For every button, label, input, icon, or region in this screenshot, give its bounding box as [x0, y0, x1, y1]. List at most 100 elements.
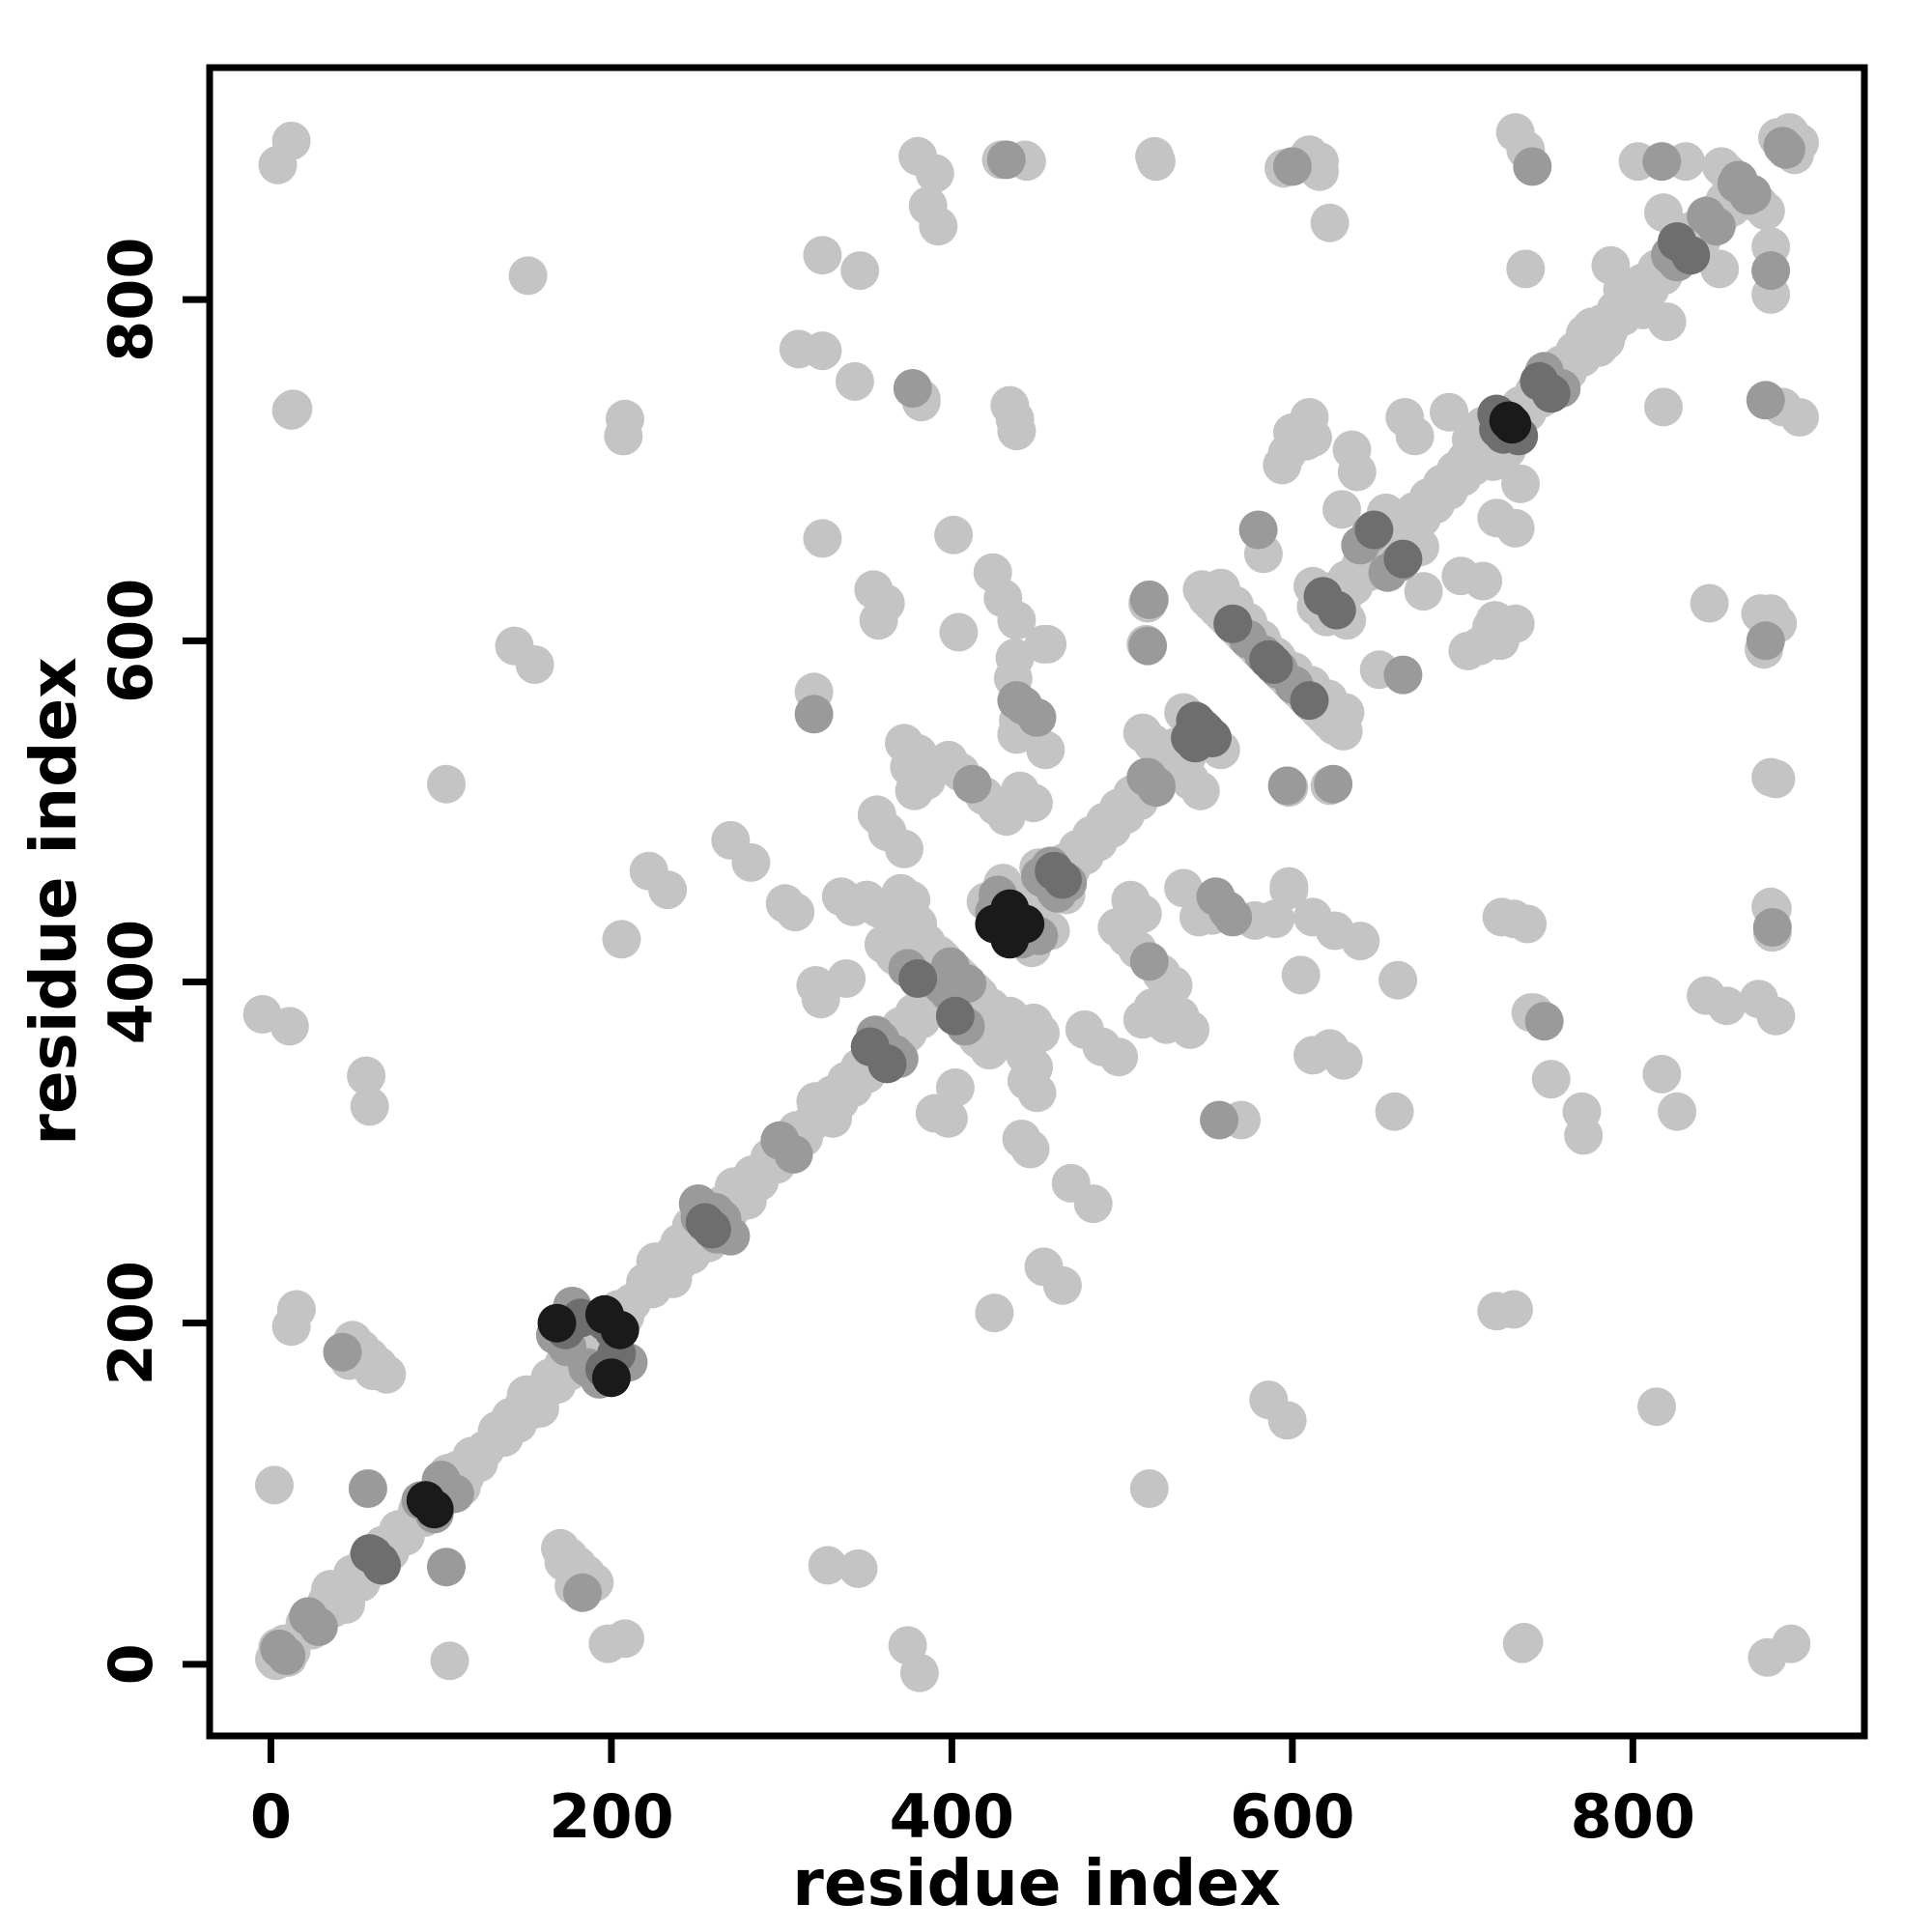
- data-point: [1010, 1129, 1050, 1169]
- data-point: [1430, 392, 1468, 432]
- data-point: [808, 1546, 847, 1585]
- data-point: [934, 515, 974, 554]
- data-point: [1746, 621, 1785, 661]
- data-point: [1303, 577, 1343, 616]
- data-point: [973, 553, 1012, 592]
- data-point: [1752, 908, 1792, 947]
- data-point: [827, 959, 867, 998]
- data-point: [1644, 387, 1683, 427]
- data-point: [1281, 955, 1321, 995]
- data-point: [1495, 113, 1535, 153]
- data-point: [997, 412, 1037, 451]
- data-point: [1482, 897, 1521, 937]
- data-point: [1531, 1060, 1571, 1099]
- data-point: [765, 884, 805, 923]
- data-point: [1097, 908, 1137, 947]
- data-point: [1562, 1092, 1602, 1131]
- y-tick-label: 0: [96, 1643, 166, 1685]
- x-tick-label: 800: [1571, 1781, 1695, 1852]
- data-point: [271, 390, 311, 430]
- data-point: [1772, 1624, 1811, 1663]
- data-point: [859, 601, 898, 640]
- data-point: [1129, 942, 1169, 981]
- data-point: [1746, 381, 1785, 420]
- x-tick-label: 0: [250, 1781, 292, 1852]
- data-point: [1310, 203, 1350, 242]
- data-point: [838, 1548, 878, 1588]
- data-point: [1269, 870, 1309, 910]
- data-point: [1696, 207, 1736, 246]
- data-point: [1623, 290, 1662, 329]
- data-point: [835, 361, 874, 401]
- data-point: [1756, 759, 1796, 799]
- data-point: [1477, 498, 1517, 538]
- data-point: [1135, 136, 1175, 176]
- data-point: [1004, 686, 1043, 725]
- data-point: [857, 795, 896, 835]
- data-point: [427, 764, 466, 804]
- data-point: [1024, 624, 1064, 664]
- data-point: [975, 1293, 1014, 1333]
- data-point: [591, 1358, 631, 1398]
- data-point: [606, 1619, 644, 1659]
- y-tick-label: 800: [96, 237, 166, 361]
- data-point: [1267, 1401, 1307, 1440]
- data-point: [731, 842, 771, 882]
- data-point: [271, 121, 311, 160]
- data-point: [1756, 996, 1796, 1036]
- data-point: [1341, 922, 1380, 961]
- data-point: [1267, 766, 1307, 806]
- scatter-points-layer: [242, 113, 1819, 1692]
- data-point: [1293, 1036, 1332, 1075]
- data-point: [952, 764, 992, 804]
- data-point: [893, 369, 932, 408]
- data-point: [948, 964, 987, 1004]
- data-point: [267, 1636, 306, 1675]
- data-point: [803, 331, 842, 371]
- data-point: [986, 140, 1026, 180]
- data-point: [1700, 249, 1740, 289]
- data-point: [602, 920, 641, 959]
- data-point: [1404, 572, 1443, 611]
- data-point: [898, 959, 938, 998]
- data-point: [1658, 1092, 1697, 1131]
- data-point: [1637, 1387, 1676, 1427]
- data-point: [298, 1607, 338, 1646]
- data-point: [430, 1641, 469, 1681]
- data-point: [350, 1534, 389, 1574]
- data-point: [1014, 1047, 1053, 1087]
- data-point: [935, 1068, 975, 1107]
- data-point: [1126, 757, 1166, 797]
- data-point: [1238, 510, 1278, 550]
- data-point: [1658, 222, 1697, 262]
- data-point: [990, 920, 1030, 959]
- data-point: [1322, 490, 1361, 529]
- data-point: [1383, 539, 1423, 579]
- data-point: [986, 797, 1026, 837]
- y-tick-label: 200: [96, 1261, 166, 1385]
- data-point: [847, 880, 887, 920]
- data-point: [1524, 1002, 1564, 1041]
- data-point: [604, 416, 643, 456]
- data-point: [1035, 851, 1074, 891]
- data-point: [1200, 1100, 1239, 1140]
- data-point: [347, 1056, 386, 1095]
- data-point: [354, 1351, 393, 1391]
- data-point: [544, 1542, 583, 1581]
- data-point: [813, 1098, 852, 1138]
- data-point: [1182, 708, 1222, 748]
- data-point: [1332, 430, 1372, 469]
- x-axis-title: residue index: [792, 1846, 1280, 1920]
- data-point: [508, 256, 548, 296]
- data-point: [1378, 960, 1418, 1000]
- data-point: [563, 1573, 602, 1612]
- data-point: [1314, 764, 1353, 804]
- data-point: [270, 1007, 309, 1046]
- data-point: [276, 1290, 316, 1329]
- data-point: [1477, 1292, 1517, 1331]
- data-point: [803, 519, 842, 558]
- data-point: [935, 996, 975, 1036]
- x-axis-ticks: 0 200 400 600 800: [250, 1736, 1695, 1852]
- data-point: [990, 996, 1030, 1036]
